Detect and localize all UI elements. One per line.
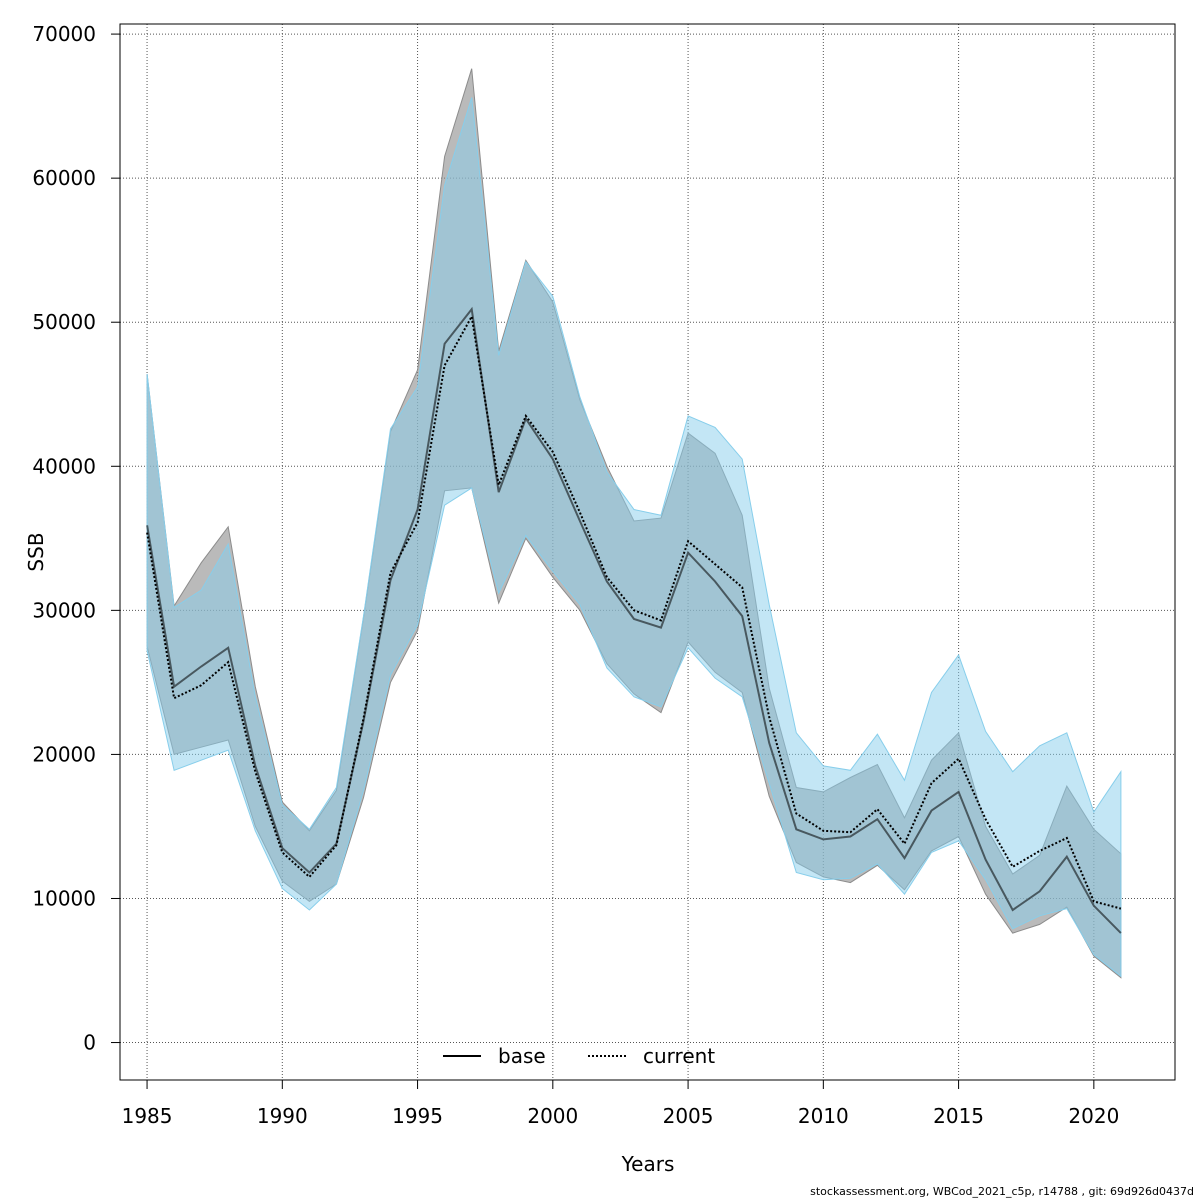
y-tick-label-0: 0	[83, 1031, 96, 1055]
band-current	[146, 97, 1122, 978]
x-tick-label-2005: 2005	[663, 1104, 714, 1128]
y-tick-label-30000: 30000	[32, 598, 96, 622]
confidence-bands	[146, 68, 1122, 979]
y-tick-label-20000: 20000	[32, 742, 96, 766]
y-tick-label-60000: 60000	[32, 166, 96, 190]
x-tick-label-2020: 2020	[1068, 1104, 1119, 1128]
legend-label-current: current	[643, 1044, 715, 1068]
x-tick-label-2010: 2010	[798, 1104, 849, 1128]
legend: base current	[443, 1044, 715, 1068]
x-axis: 1985 1990 1995 2000 2005 2010 2015 2020	[122, 1079, 1119, 1128]
y-tick-label-10000: 10000	[32, 886, 96, 910]
y-axis: 0 10000 20000 30000 40000 50000 60000 70000	[32, 22, 121, 1055]
x-tick-label-1985: 1985	[122, 1104, 173, 1128]
y-axis-title: SSB	[24, 532, 48, 571]
line-base	[146, 306, 1122, 934]
y-tick-label-40000: 40000	[32, 454, 96, 478]
x-tick-label-2015: 2015	[933, 1104, 984, 1128]
x-axis-title: Years	[621, 1152, 675, 1176]
line-current	[146, 313, 1122, 910]
legend-label-base: base	[498, 1044, 546, 1068]
y-tick-label-50000: 50000	[32, 310, 96, 334]
x-tick-label-1990: 1990	[257, 1104, 308, 1128]
footer-credit: stockassessment.org, WBCod_2021_c5p, r14…	[810, 1185, 1194, 1198]
x-tick-label-2000: 2000	[527, 1104, 578, 1128]
series-lines	[146, 306, 1122, 934]
x-tick-label-1995: 1995	[392, 1104, 443, 1128]
y-tick-label-70000: 70000	[32, 22, 96, 46]
